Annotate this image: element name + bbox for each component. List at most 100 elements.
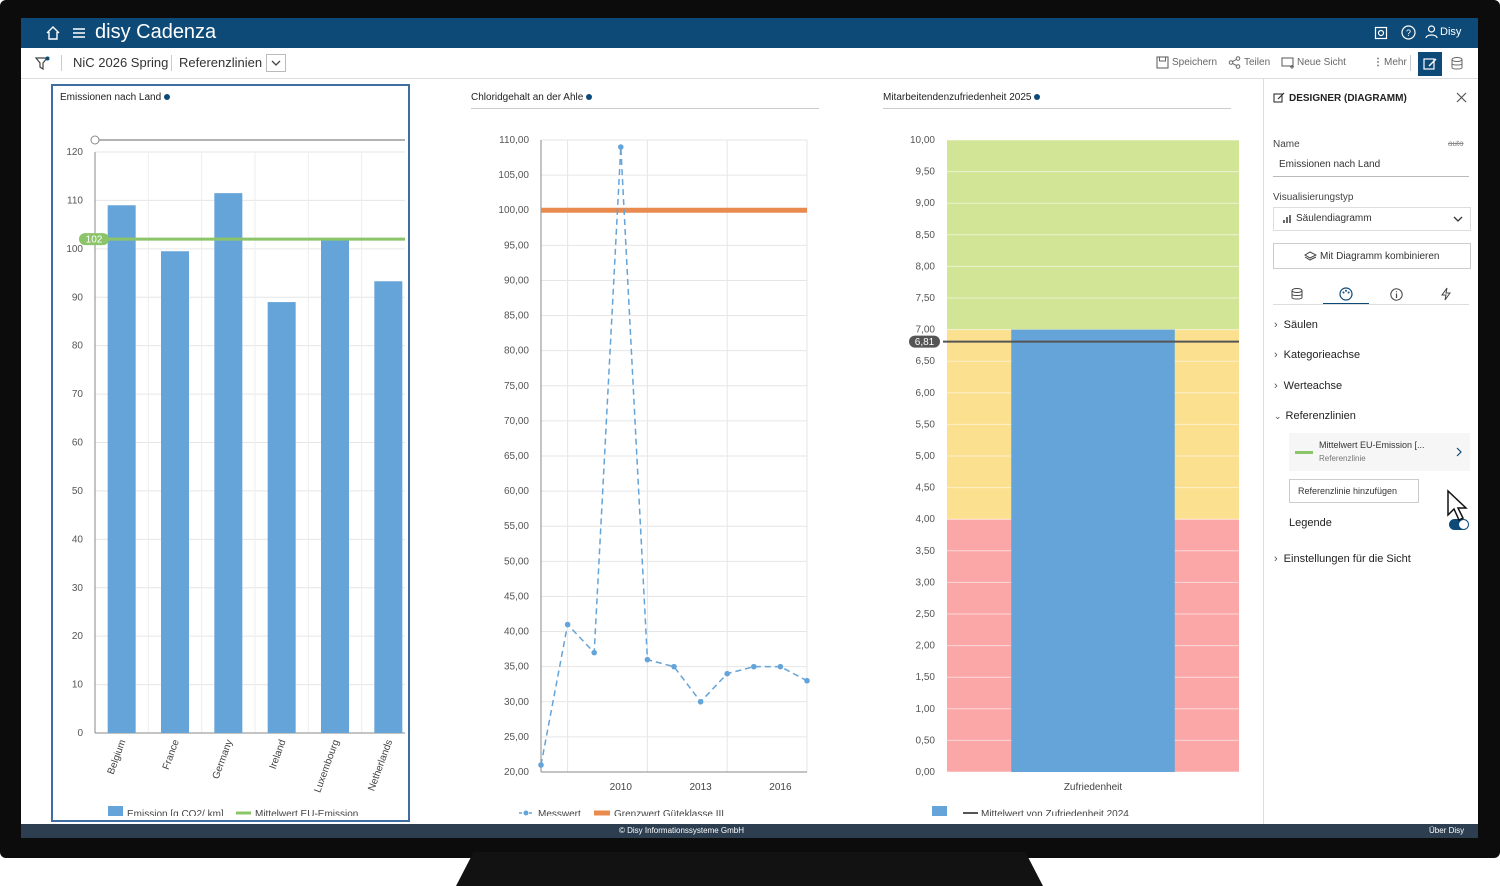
user-icon[interactable]	[1425, 25, 1438, 39]
y-tick-label: 0,50	[916, 735, 936, 746]
legend-label: Grenzwert Güteklasse III	[614, 809, 724, 816]
chevron-right-icon: ›	[1274, 553, 1278, 565]
bar	[214, 193, 243, 733]
bar	[1011, 329, 1175, 772]
y-tick-label: 90,00	[504, 275, 529, 286]
y-tick-label: 65,00	[504, 451, 529, 462]
toolbar-divider	[171, 55, 172, 71]
auto-name-toggle[interactable]: auto	[1448, 139, 1464, 148]
y-tick-label: 5,00	[916, 451, 936, 462]
y-tick-label: 6,00	[916, 388, 936, 399]
info-tab-icon[interactable]	[1390, 288, 1403, 301]
y-tick-label: 80,00	[504, 346, 529, 357]
data-tab-icon[interactable]	[1291, 288, 1303, 300]
lightning-tab-icon[interactable]	[1441, 287, 1451, 301]
y-tick-label: 1,50	[916, 672, 936, 683]
home-icon[interactable]	[45, 25, 61, 41]
x-tick-label: 2016	[769, 782, 792, 793]
y-tick-label: 4,50	[916, 483, 936, 494]
y-tick-label: 4,00	[916, 514, 936, 525]
reference-line-item[interactable]: Mittelwert EU-Emission [... Referenzlini…	[1289, 433, 1470, 471]
y-tick-label: 105,00	[498, 170, 529, 181]
filter-icon[interactable]	[35, 56, 50, 71]
y-tick-label: 95,00	[504, 240, 529, 251]
y-tick-label: 8,00	[916, 261, 936, 272]
designer-header: DESIGNER (DIAGRAMM)	[1289, 93, 1407, 104]
y-tick-label: 9,50	[916, 167, 936, 178]
y-tick-label: 2,00	[916, 641, 936, 652]
designer-toggle-button[interactable]	[1418, 52, 1442, 76]
footer: © Disy Informationssysteme GmbH Über Dis…	[21, 824, 1478, 838]
name-field[interactable]: Emissionen nach Land	[1273, 152, 1469, 177]
y-tick-label: 1,00	[916, 704, 936, 715]
legend-label: Mittelwert von Zufriedenheit 2024	[981, 809, 1129, 816]
section-reference-lines[interactable]: ⌄ Referenzlinien	[1274, 410, 1356, 422]
y-tick-label: 2,50	[916, 609, 936, 620]
y-tick-label: 75,00	[504, 381, 529, 392]
section-value-axis[interactable]: › Werteachse	[1274, 380, 1343, 392]
view-name[interactable]: Referenzlinien	[179, 55, 263, 70]
legend-label: Legende	[1289, 517, 1332, 529]
y-tick-label: 100,00	[498, 205, 529, 216]
data-point	[591, 649, 597, 656]
legend-toggle[interactable]	[1449, 519, 1469, 530]
add-reference-line-label: Referenzlinie hinzufügen	[1298, 486, 1398, 496]
tab-underline	[1273, 304, 1469, 305]
emissions-chart: 0 10 20 30 40 50 60 70 80 90 100 110 120 Belgium Franc…	[66, 135, 405, 816]
y-tick-label: 10	[72, 680, 84, 691]
add-reference-line-button[interactable]: Referenzlinie hinzufügen	[1289, 479, 1419, 503]
section-columns[interactable]: › Säulen	[1274, 319, 1318, 331]
y-tick-label: 35,00	[504, 662, 529, 673]
new-view-icon[interactable]	[1281, 56, 1294, 69]
visualization-type-value: Säulendiagramm	[1296, 213, 1372, 224]
x-tick-label: Ireland	[268, 738, 289, 770]
range-slider-handle-start	[90, 135, 100, 145]
data-point	[564, 621, 571, 628]
save-button[interactable]: Speichern	[1172, 57, 1218, 68]
more-button[interactable]: Mehr	[1384, 57, 1407, 68]
combine-chart-button[interactable]: Mit Diagramm kombinieren	[1273, 243, 1471, 269]
satisfaction-chart: 0,00 0,50 1,00 1,50 2,00 2,50 3,00 3,50 4,00 4,50…	[909, 135, 1239, 816]
about-link[interactable]: Über Disy	[1429, 826, 1465, 835]
app-screen: disy Cadenza ? Disy NiC 2026 Spring Refe…	[21, 18, 1478, 838]
section-view-settings[interactable]: › Einstellungen für die Sicht	[1274, 553, 1411, 565]
chevron-right-icon: ›	[1274, 319, 1278, 331]
view-dropdown-button[interactable]	[266, 54, 286, 72]
x-tick-label: Belgium	[106, 738, 129, 776]
x-tick-label: 2013	[689, 782, 712, 793]
emissions-chart-panel[interactable]	[51, 84, 410, 822]
new-view-button[interactable]: Neue Sicht	[1297, 57, 1346, 68]
x-tick-label: Netherlands	[366, 738, 395, 792]
y-tick-label: 30,00	[504, 697, 529, 708]
close-icon[interactable]	[1456, 92, 1467, 103]
workbook-name[interactable]: NiC 2026 Spring	[73, 55, 169, 70]
user-name[interactable]: Disy	[1440, 26, 1462, 38]
designer-panel: DESIGNER (DIAGRAMM) Name auto Emissionen…	[1263, 79, 1478, 825]
share-icon[interactable]	[1228, 56, 1241, 69]
y-tick-label: 3,50	[916, 546, 936, 557]
more-icon[interactable]: ⋮	[1373, 57, 1383, 68]
bar-chart-icon	[1283, 215, 1291, 223]
save-icon[interactable]	[1156, 56, 1169, 69]
data-point	[618, 144, 624, 150]
y-tick-label: 20	[72, 631, 84, 642]
chloride-chart: 20,00 25,00 30,00 35,00 40,00 45,00 50,00 55,00…	[498, 135, 810, 816]
database-icon[interactable]	[1451, 57, 1463, 70]
legend-label: Messwert	[538, 809, 581, 816]
screenshot-icon[interactable]	[1374, 26, 1388, 40]
style-tab[interactable]	[1323, 285, 1369, 305]
menu-icon[interactable]	[72, 26, 86, 40]
section-category-axis[interactable]: › Kategorieachse	[1274, 349, 1361, 361]
visualization-type-select[interactable]: Säulendiagramm	[1273, 207, 1471, 231]
x-tick-label: Luxembourg	[312, 738, 341, 794]
legend-swatch	[932, 806, 947, 816]
data-point	[671, 663, 677, 670]
data-point	[777, 663, 784, 670]
chevron-right-icon: ›	[1274, 380, 1278, 392]
share-button[interactable]: Teilen	[1244, 57, 1271, 68]
y-tick-label: 8,50	[916, 230, 936, 241]
y-tick-label: 85,00	[504, 311, 529, 322]
help-icon[interactable]: ?	[1401, 25, 1416, 40]
toggle-knob	[1459, 520, 1468, 529]
y-tick-label: 40,00	[504, 627, 529, 638]
